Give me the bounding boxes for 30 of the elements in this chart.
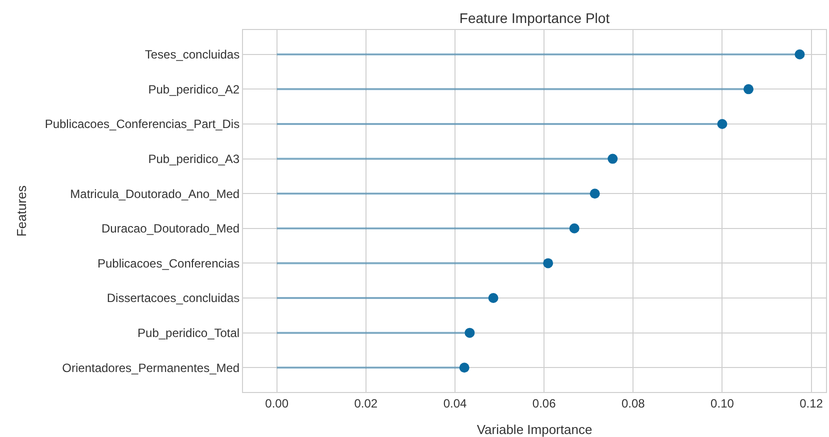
y-tick-label: Orientadores_Permanentes_Med	[62, 360, 240, 375]
y-tick-label: Matricula_Doutorado_Ano_Med	[70, 186, 240, 201]
point	[459, 362, 470, 373]
x-axis-title: Variable Importance	[476, 422, 592, 437]
y-tick-label: Publicacoes_Conferencias	[98, 256, 240, 270]
point	[794, 49, 805, 60]
chart-title: Feature Importance Plot	[459, 10, 610, 26]
x-tick-label: 0.06	[532, 396, 556, 410]
x-tick-label: 0.02	[354, 396, 378, 410]
y-tick-label: Pub_peridico_A3	[148, 152, 240, 166]
y-tick-label: Teses_concluidas	[144, 48, 240, 62]
point	[569, 223, 580, 234]
x-tick-label: 0.12	[800, 396, 824, 410]
point	[464, 328, 475, 338]
y-axis-title: Features	[14, 184, 29, 237]
point	[590, 188, 600, 199]
y-tick-label: Publicacoes_Conferencias_Part_Dis	[44, 117, 240, 132]
point	[543, 258, 554, 268]
y-tick-label: Pub_peridico_Total	[138, 326, 240, 340]
point	[744, 84, 754, 94]
x-tick-label: 0.10	[710, 396, 734, 410]
x-tick-label: 0.04	[443, 396, 467, 410]
x-tick-label: 0.08	[621, 396, 646, 410]
x-tick-label: 0.00	[265, 396, 289, 410]
point	[608, 154, 618, 164]
y-tick-label: Pub_peridico_A2	[148, 82, 240, 96]
y-tick-label: Duracao_Doutorado_Med	[102, 222, 240, 236]
point	[717, 118, 728, 129]
point	[488, 293, 498, 304]
y-tick-label: Dissertacoes_concluidas	[106, 291, 240, 306]
